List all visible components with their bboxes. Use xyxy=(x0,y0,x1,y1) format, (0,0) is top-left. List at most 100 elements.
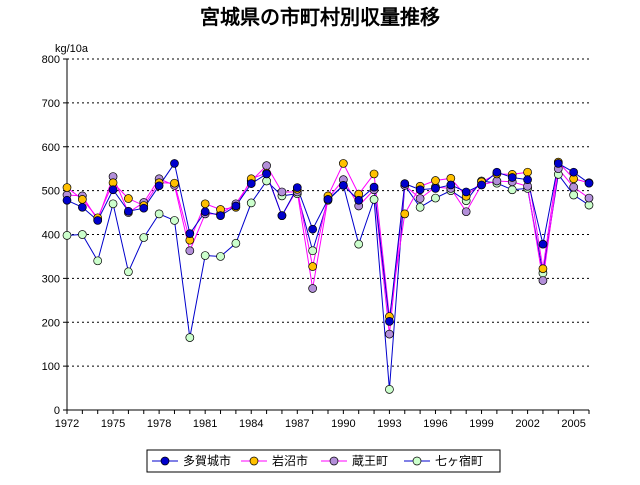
data-point xyxy=(139,203,149,213)
data-point xyxy=(584,178,594,188)
data-point xyxy=(108,185,118,195)
data-point xyxy=(277,211,287,220)
x-tick-label: 2005 xyxy=(561,418,585,430)
data-point xyxy=(262,169,271,179)
legend-label: 多賀城市 xyxy=(183,453,231,468)
x-tick-label: 1993 xyxy=(377,418,401,430)
legend-marker xyxy=(412,456,422,466)
data-point xyxy=(354,195,364,205)
data-point xyxy=(369,195,379,204)
data-point xyxy=(492,167,502,177)
data-point xyxy=(231,201,241,211)
data-point xyxy=(308,246,317,256)
data-point xyxy=(339,181,348,190)
y-tick-label: 100 xyxy=(42,361,60,373)
data-point xyxy=(569,167,578,177)
x-tick-label: 1990 xyxy=(331,418,355,430)
data-point xyxy=(62,231,72,240)
data-point xyxy=(538,276,548,285)
data-point xyxy=(385,317,394,326)
data-point xyxy=(461,207,471,217)
data-point xyxy=(93,256,103,266)
x-tick-label: 1996 xyxy=(423,418,447,430)
data-point xyxy=(216,211,225,220)
data-point xyxy=(170,216,179,225)
data-point xyxy=(431,176,440,185)
data-point xyxy=(584,193,594,203)
data-point xyxy=(62,195,72,205)
legend-label: 蔵王町 xyxy=(352,454,388,468)
data-point xyxy=(246,198,256,208)
data-point xyxy=(170,159,179,168)
legend-marker xyxy=(329,456,339,466)
data-point xyxy=(246,179,256,188)
data-point xyxy=(538,264,548,274)
data-point xyxy=(538,239,548,249)
data-point xyxy=(415,194,425,203)
data-point xyxy=(78,230,87,239)
data-point xyxy=(369,182,379,192)
data-point xyxy=(354,239,364,249)
y-tick-label: 700 xyxy=(42,98,60,110)
y-axis-unit-label: kg/10a xyxy=(55,43,89,55)
data-point xyxy=(523,167,532,177)
chart-title: 宮城県の市町村別収量推移 xyxy=(200,5,440,29)
x-tick-label: 1999 xyxy=(469,418,493,430)
data-point xyxy=(507,173,517,182)
data-point xyxy=(154,181,164,191)
data-point xyxy=(124,194,133,203)
data-point xyxy=(139,233,149,242)
data-point xyxy=(385,385,394,394)
data-point xyxy=(62,183,72,192)
data-point xyxy=(231,238,241,248)
x-tick-label: 1984 xyxy=(239,418,263,430)
data-point xyxy=(93,216,103,225)
gridlines xyxy=(67,58,589,367)
data-point xyxy=(569,190,578,200)
legend-label: 七ヶ宿町 xyxy=(435,453,483,468)
data-point xyxy=(446,180,456,190)
data-point xyxy=(185,246,195,256)
x-tick-label: 1975 xyxy=(101,418,125,430)
data-point xyxy=(154,209,164,219)
data-point xyxy=(108,199,118,209)
data-point xyxy=(308,284,317,293)
legend-marker xyxy=(160,456,170,466)
data-point xyxy=(400,179,410,188)
legend-label: 岩沼市 xyxy=(272,453,308,468)
x-tick-label: 1987 xyxy=(285,418,309,430)
data-point xyxy=(477,180,486,190)
data-point xyxy=(431,193,440,203)
data-point xyxy=(415,202,425,212)
y-tick-label: 300 xyxy=(42,273,60,285)
data-point xyxy=(308,262,317,271)
legend: 多賀城市 岩沼市 蔵王町 七ヶ宿町 xyxy=(146,449,501,473)
data-point xyxy=(185,333,195,342)
data-point xyxy=(185,229,195,238)
data-point xyxy=(277,187,287,197)
data-point xyxy=(308,224,317,234)
x-tick-label: 1978 xyxy=(147,418,171,430)
data-point xyxy=(200,207,210,217)
data-point xyxy=(461,187,471,197)
legend-marker xyxy=(249,456,259,466)
data-point xyxy=(569,182,578,192)
y-tick-label: 0 xyxy=(54,405,60,417)
data-point xyxy=(415,185,425,195)
data-point xyxy=(507,185,517,195)
x-tick-label: 1981 xyxy=(193,418,217,430)
y-tick-label: 800 xyxy=(42,54,60,66)
y-tick-label: 200 xyxy=(42,317,60,329)
data-point xyxy=(385,329,394,339)
data-point xyxy=(170,178,179,188)
data-point xyxy=(369,169,379,179)
data-point xyxy=(200,251,210,260)
data-point xyxy=(400,209,410,219)
data-point xyxy=(124,206,133,216)
y-tick-label: 400 xyxy=(42,230,60,242)
data-point xyxy=(216,252,225,261)
x-axis-ticks: 1972 1975 1978 1981 1984 1987 1990 1993 1996 1999… xyxy=(55,410,590,430)
data-point xyxy=(292,183,302,192)
data-point xyxy=(78,195,87,204)
